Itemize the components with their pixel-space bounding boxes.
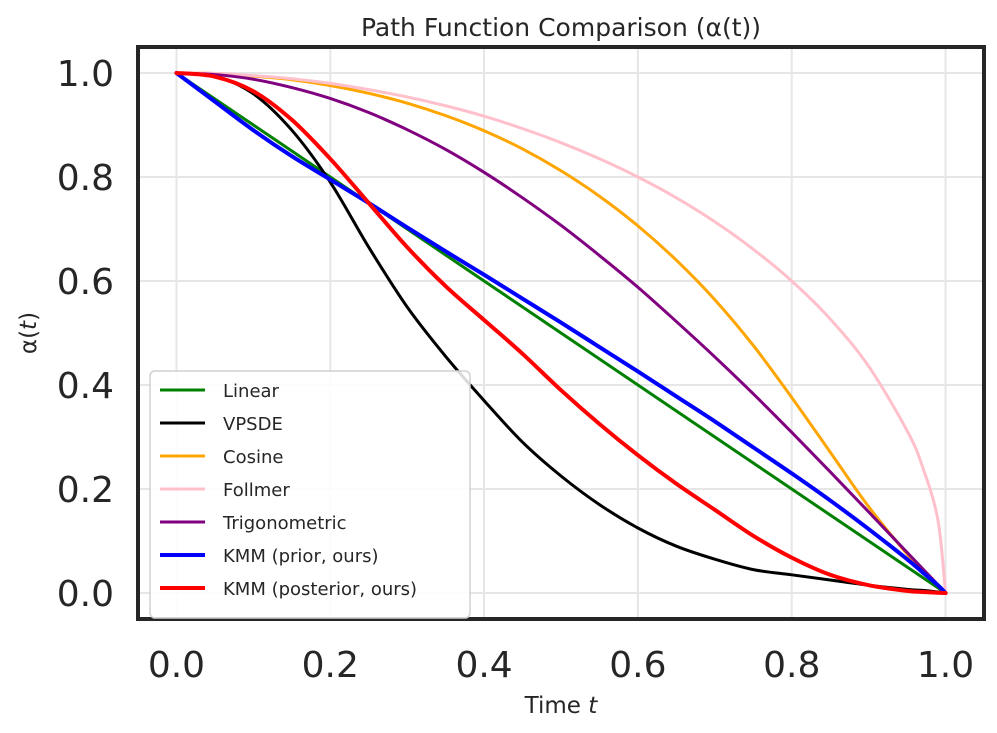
x-tick-label: 0.2 bbox=[302, 645, 359, 686]
y-tick-label: 0.8 bbox=[57, 158, 114, 199]
tick-labels: 0.0 0.2 0.4 0.6 0.8 1.0 0.0 0.2 0.4 0.6 0.8 1.0 bbox=[57, 54, 974, 686]
x-tick-label: 0.4 bbox=[455, 645, 512, 686]
y-axis-label: α(t) bbox=[16, 312, 42, 354]
plot-frame bbox=[136, 45, 986, 621]
x-axis-label: Time t bbox=[524, 693, 599, 719]
series-line-follmer bbox=[174, 71, 948, 595]
legend: Linear VPSDE Cosine Follmer Trigonometric KMM… bbox=[149, 370, 471, 619]
y-tick-label: 0.4 bbox=[57, 366, 114, 407]
legend-label-follmer: Follmer bbox=[223, 480, 290, 501]
legend-label-linear: Linear bbox=[223, 381, 280, 402]
x-tick-label: 1.0 bbox=[917, 645, 974, 686]
chart-title: Path Function Comparison (α(t)) bbox=[361, 13, 761, 42]
x-tick-label: 0.8 bbox=[763, 645, 820, 686]
legend-label-cosine: Cosine bbox=[223, 447, 283, 468]
series-line-linear bbox=[174, 71, 948, 595]
y-tick-label: 0.0 bbox=[57, 574, 114, 615]
legend-box bbox=[149, 370, 471, 619]
series-line-kmm-posterior-ours bbox=[174, 71, 948, 595]
legend-label-vpsde: VPSDE bbox=[223, 414, 283, 435]
series-group bbox=[174, 71, 948, 595]
x-tick-label: 0.6 bbox=[609, 645, 666, 686]
legend-label-kmm-posterior-ours: KMM (posterior, ours) bbox=[223, 579, 417, 600]
x-tick-label: 0.0 bbox=[148, 645, 205, 686]
series-line-cosine bbox=[174, 71, 948, 595]
series-line-kmm-prior-ours bbox=[174, 71, 948, 595]
y-tick-label: 0.6 bbox=[57, 262, 114, 303]
y-tick-label: 1.0 bbox=[57, 54, 114, 95]
legend-label-kmm-prior-ours: KMM (prior, ours) bbox=[223, 546, 379, 567]
series-line-trigonometric bbox=[174, 71, 948, 595]
y-tick-label: 0.2 bbox=[57, 470, 114, 511]
legend-label-trigonometric: Trigonometric bbox=[222, 513, 347, 534]
